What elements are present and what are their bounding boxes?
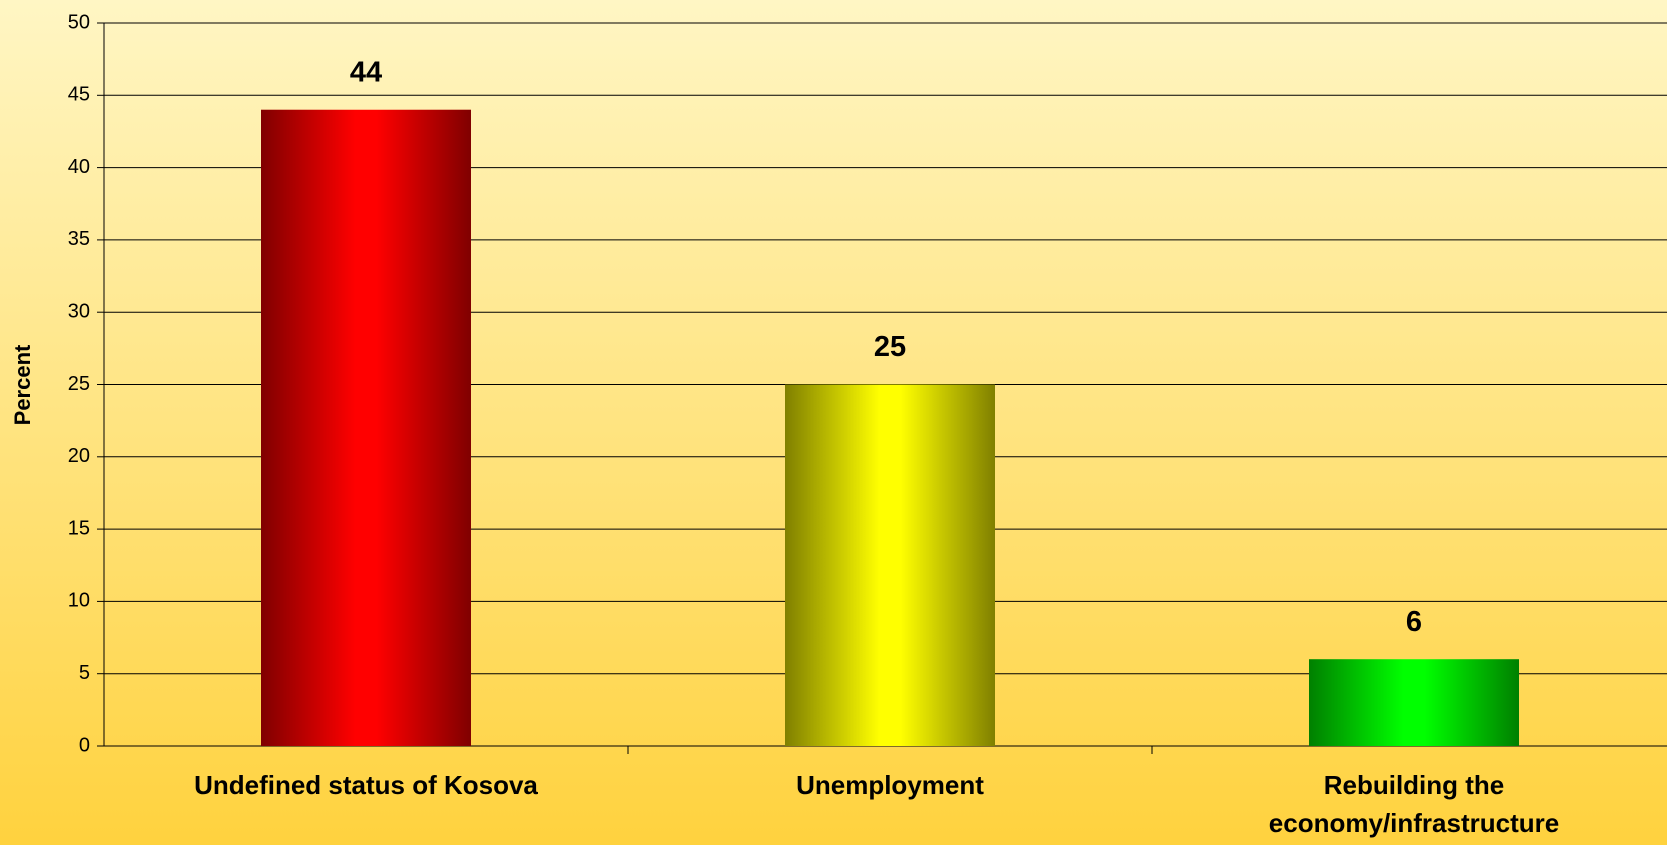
value-label: 25	[874, 331, 906, 363]
bar-shade	[1309, 659, 1519, 746]
y-tick-label: 20	[68, 445, 90, 467]
x-tick-label-box: Undefined status of Kosova	[194, 770, 538, 800]
y-tick-label: 10	[68, 590, 90, 612]
bar-shade	[261, 109, 471, 746]
y-tick-label: 15	[68, 517, 90, 539]
y-tick-label: 35	[68, 228, 90, 250]
y-tick-label: 0	[79, 734, 90, 756]
y-tick-label: 5	[79, 662, 90, 684]
y-tick-label: 45	[68, 84, 90, 106]
value-label: 6	[1406, 606, 1422, 638]
x-tick-label-box: Unemployment	[796, 770, 984, 800]
y-axis-label: Percent	[10, 344, 35, 425]
y-tick-label: 50	[68, 11, 90, 33]
value-label: 44	[350, 56, 382, 88]
x-tick-label: Unemployment	[796, 770, 984, 800]
y-tick-label: 30	[68, 300, 90, 322]
y-tick-label: 40	[68, 156, 90, 178]
bar-shade	[785, 384, 995, 746]
x-tick-label-box: Rebuilding the economy/infrastructure	[1268, 770, 1560, 838]
y-tick-label: 25	[68, 373, 90, 395]
x-tick-label: Undefined status of Kosova	[194, 770, 538, 800]
x-tick-label: Rebuilding the economy/infrastructure	[1268, 770, 1560, 838]
